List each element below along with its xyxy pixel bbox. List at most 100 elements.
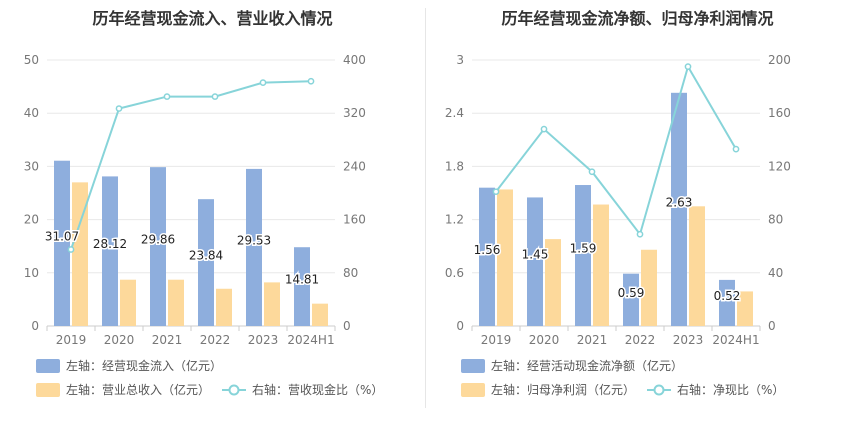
bar-primary-2022: [198, 199, 214, 326]
bar-secondary-2024H1: [312, 303, 328, 326]
y-right-tick-label: 40: [768, 266, 783, 280]
bar-secondary-2023: [264, 282, 280, 326]
y-left-tick-label: 10: [24, 266, 39, 280]
legend-marker: [228, 384, 240, 396]
x-tick-label: 2019: [481, 333, 512, 347]
x-tick-label: 2022: [625, 333, 656, 347]
bar-secondary-2019: [72, 182, 88, 326]
bar-primary-2023: [671, 92, 687, 326]
bar-primary-2024H1: [294, 247, 310, 326]
y-left-tick-label: 2.4: [445, 106, 464, 120]
line-point-2024H1: [732, 145, 740, 153]
bar-data-label: 0.52: [714, 289, 741, 303]
bar-data-label: 23.84: [189, 249, 223, 263]
bar-primary-2021: [575, 185, 591, 326]
line-point-2020: [115, 105, 123, 112]
y-left-tick-label: 20: [24, 213, 39, 227]
line-point-2019: [492, 188, 500, 196]
y-right-tick-label: 400: [343, 53, 366, 67]
x-tick-label: 2020: [104, 333, 135, 347]
bar-primary-2023: [246, 168, 262, 326]
panel-divider: [425, 8, 426, 408]
bar-primary-2022: [623, 273, 639, 326]
legend-swatch: [36, 359, 60, 373]
bar-secondary-2024H1: [737, 291, 753, 326]
legend-label[interactable]: 右轴：营收现金比（%）: [252, 382, 383, 397]
line-point-2021: [163, 93, 171, 100]
x-tick-label: 2024H1: [712, 333, 759, 347]
y-right-tick-label: 0: [343, 319, 351, 333]
line-series: [495, 64, 737, 237]
line-series: [70, 80, 312, 250]
y-right-tick-label: 80: [343, 266, 358, 280]
x-tick-label: 2023: [248, 333, 279, 347]
line-point-2020: [540, 125, 548, 133]
y-left-tick-label: 1.8: [445, 159, 464, 173]
line-point-2024H1: [307, 77, 315, 85]
bar-data-label: 1.45: [522, 248, 549, 262]
line-point-2019: [67, 246, 75, 253]
x-tick-label: 2022: [200, 333, 231, 347]
bar-data-label: 1.56: [474, 243, 501, 257]
bar-data-label: 0.59: [618, 286, 645, 300]
y-left-tick-label: 0.6: [445, 266, 464, 280]
chart-panel-right: 历年经营现金流净额、归母净利润情况 0 0.6 1.2 1.8 2.4 3 0 40 80 120…: [425, 0, 850, 437]
bar-primary-2021: [150, 167, 166, 326]
bar-data-label: 31.07: [45, 229, 79, 243]
legend-label[interactable]: 左轴：营业总收入（亿元）: [66, 382, 210, 397]
chart-title-right: 历年经营现金流净额、归母净利润情况: [501, 9, 774, 28]
bar-secondary-2023: [689, 206, 705, 326]
bar-primary-2020: [102, 176, 118, 326]
x-tick-label: 2019: [56, 333, 87, 347]
chart-title-left: 历年经营现金流入、营业收入情况: [92, 9, 333, 28]
line-point-2022: [211, 93, 219, 100]
y-left-tick-label: 0: [456, 319, 464, 333]
legend-label[interactable]: 右轴：净现比（%）: [677, 382, 784, 397]
bar-primary-2019: [479, 187, 495, 326]
y-right-tick-label: 200: [768, 53, 791, 67]
bar-secondary-2022: [641, 249, 657, 326]
bar-secondary-2021: [168, 279, 184, 326]
line-point-2022: [636, 230, 644, 238]
line-point-2023: [684, 63, 692, 71]
legend-label[interactable]: 左轴：经营现金流入（亿元）: [66, 358, 222, 373]
bar-data-label: 2.63: [666, 195, 693, 209]
x-tick-label: 2021: [152, 333, 183, 347]
x-tick-label: 2024H1: [287, 333, 334, 347]
bar-secondary-2020: [120, 279, 136, 326]
bar-data-label: 28.12: [93, 237, 127, 251]
y-right-tick-label: 160: [768, 106, 791, 120]
x-tick-label: 2021: [577, 333, 608, 347]
bar-data-label: 29.53: [237, 233, 271, 247]
legend-swatch: [36, 383, 60, 397]
legend-label[interactable]: 左轴：归母净利润（亿元）: [491, 382, 635, 397]
legend-swatch: [461, 383, 485, 397]
bar-data-label: 1.59: [570, 242, 597, 256]
chart-left-svg: 0 10 20 30 40 50 0 80 160 240 320 400 2019 2020 2021 20…: [24, 53, 383, 397]
bar-secondary-2021: [593, 204, 609, 326]
line-point-2021: [588, 168, 596, 176]
chart-panel-left: 历年经营现金流入、营业收入情况 0 10 20 30 40 50 0 80 160 240 320 4…: [24, 9, 383, 397]
x-tick-label: 2023: [673, 333, 704, 347]
y-left-tick-label: 3: [456, 53, 464, 67]
y-left-tick-label: 30: [24, 159, 39, 173]
y-left-tick-label: 1.2: [445, 213, 464, 227]
y-right-tick-label: 160: [343, 213, 366, 227]
bar-secondary-2019: [497, 189, 513, 326]
bar-data-label: 29.86: [141, 233, 175, 247]
legend-swatch: [461, 359, 485, 373]
bar-secondary-2022: [216, 288, 232, 326]
y-left-tick-label: 0: [31, 319, 39, 333]
y-right-tick-label: 0: [768, 319, 776, 333]
y-left-tick-label: 50: [24, 53, 39, 67]
y-left-tick-label: 40: [24, 106, 39, 120]
legend-label[interactable]: 左轴：经营活动现金流净额（亿元）: [491, 358, 683, 373]
bar-primary-2020: [527, 197, 543, 326]
bar-data-label: 14.81: [285, 273, 319, 287]
bar-primary-2019: [54, 160, 70, 326]
y-right-tick-label: 80: [768, 213, 783, 227]
chart-right-svg: 0 0.6 1.2 1.8 2.4 3 0 40 80 120 160 200 2019 2020 2021…: [445, 53, 791, 397]
bar-secondary-2020: [545, 239, 561, 326]
y-right-tick-label: 240: [343, 159, 366, 173]
bar-primary-2024H1: [719, 279, 735, 326]
